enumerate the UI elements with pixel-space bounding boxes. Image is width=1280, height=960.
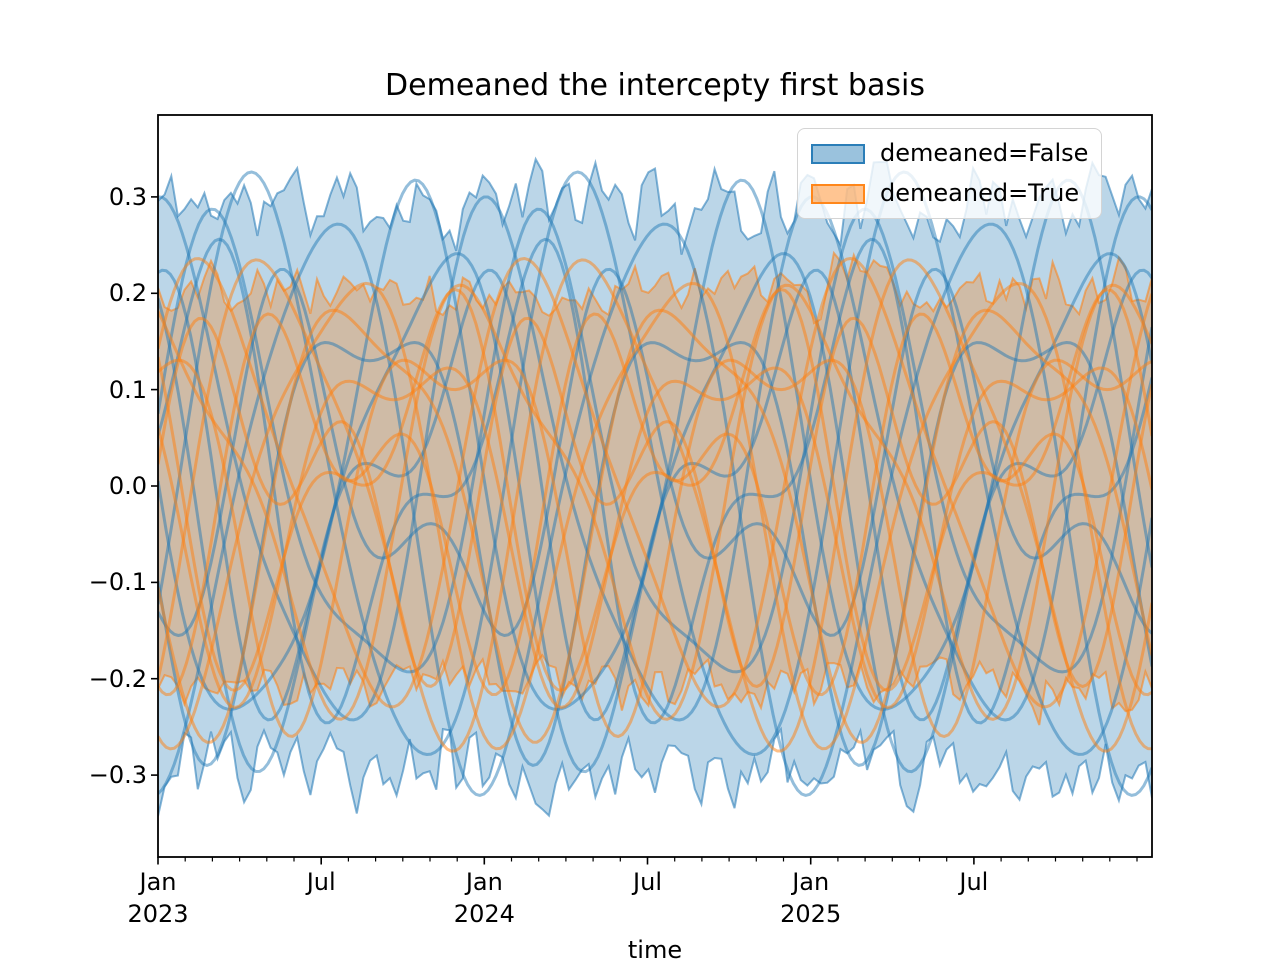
y-tick-label: −0.3 xyxy=(88,761,147,790)
y-tick-label: −0.1 xyxy=(88,568,147,597)
legend-label: demeaned=True xyxy=(880,179,1080,207)
y-tick-label: 0.1 xyxy=(108,375,147,404)
x-tick-label: Jul xyxy=(959,868,989,896)
chart-title: Demeaned the intercepty first basis xyxy=(385,68,925,103)
x-tick-label: Jul xyxy=(306,868,336,896)
x-tick-label: Jan 2025 xyxy=(780,868,842,928)
y-tick-label: −0.2 xyxy=(88,664,147,693)
y-tick-label: 0.3 xyxy=(108,182,147,211)
x-tick-label: Jan 2024 xyxy=(453,868,515,928)
legend-entry-demeaned-false: demeaned=False xyxy=(811,140,1088,167)
x-axis-label: time xyxy=(627,936,683,960)
legend: demeaned=False demeaned=True xyxy=(797,128,1103,219)
legend-label: demeaned=False xyxy=(880,139,1089,167)
legend-swatch-blue xyxy=(811,143,865,164)
legend-entry-demeaned-true: demeaned=True xyxy=(811,180,1088,207)
plot-series-layer xyxy=(158,156,1152,818)
y-tick-label: 0.2 xyxy=(108,279,147,308)
x-tick-label: Jul xyxy=(633,868,662,896)
legend-swatch-orange xyxy=(811,183,865,204)
x-tick-label: Jan 2023 xyxy=(127,868,189,928)
y-tick-label: 0.0 xyxy=(108,472,147,500)
